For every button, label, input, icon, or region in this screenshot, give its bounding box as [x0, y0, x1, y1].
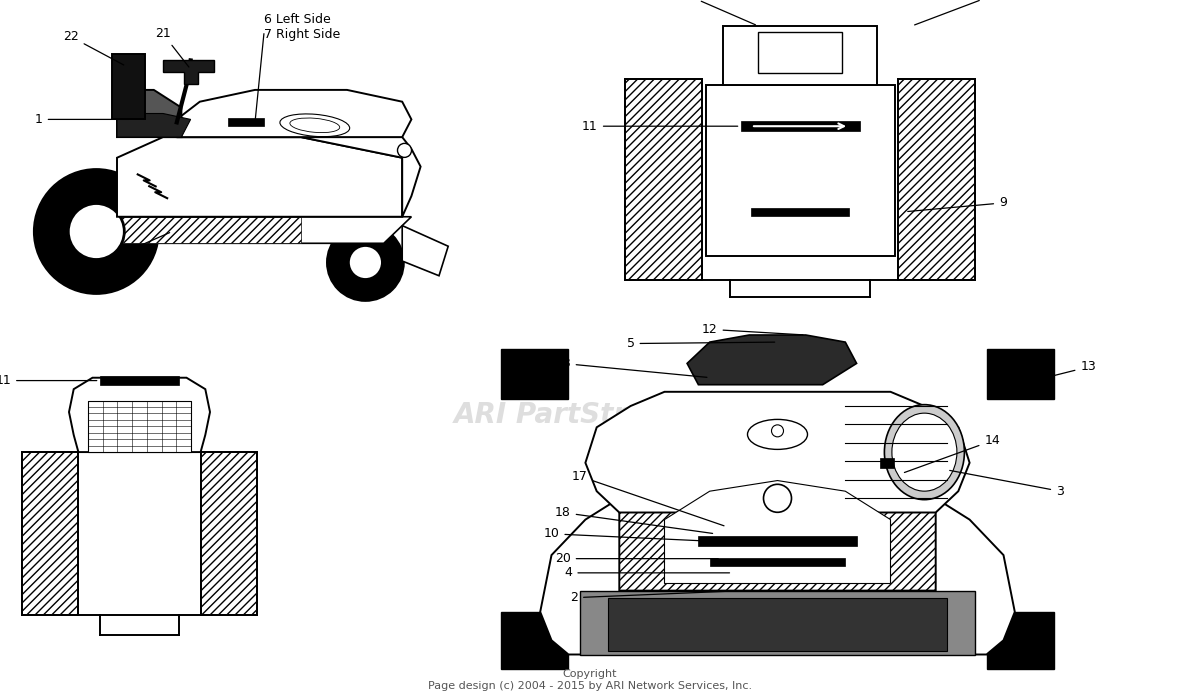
Ellipse shape — [884, 405, 964, 500]
Text: 3: 3 — [950, 470, 1064, 498]
Text: 14: 14 — [904, 434, 1001, 473]
Text: 22: 22 — [63, 30, 124, 65]
Text: Copyright: Copyright — [563, 669, 617, 679]
Polygon shape — [163, 60, 214, 84]
Bar — [99, 376, 179, 384]
Bar — [706, 85, 894, 256]
Ellipse shape — [892, 413, 957, 491]
Bar — [228, 118, 264, 126]
Polygon shape — [620, 463, 936, 591]
Polygon shape — [579, 591, 975, 654]
Bar — [880, 458, 894, 468]
Circle shape — [348, 246, 382, 279]
Text: 10: 10 — [544, 527, 701, 541]
Text: 20: 20 — [555, 552, 719, 565]
Bar — [741, 121, 859, 131]
Circle shape — [398, 144, 412, 158]
Text: Page design (c) 2004 - 2015 by ARI Network Services, Inc.: Page design (c) 2004 - 2015 by ARI Netwo… — [428, 681, 752, 691]
Bar — [723, 26, 877, 85]
Polygon shape — [112, 55, 145, 120]
Bar — [898, 79, 975, 279]
Polygon shape — [986, 349, 1055, 399]
Bar — [758, 32, 843, 73]
Text: 16: 16 — [914, 0, 1001, 25]
Polygon shape — [585, 392, 970, 512]
Text: 8: 8 — [67, 232, 170, 282]
Polygon shape — [122, 217, 301, 244]
Bar — [699, 536, 857, 546]
Text: 17: 17 — [572, 470, 725, 526]
Polygon shape — [117, 137, 402, 217]
Polygon shape — [201, 452, 257, 615]
Text: 11: 11 — [0, 374, 97, 387]
Polygon shape — [22, 452, 78, 615]
Polygon shape — [608, 598, 948, 651]
Polygon shape — [625, 79, 702, 279]
Bar — [87, 400, 191, 452]
Polygon shape — [540, 399, 1015, 654]
Text: 9: 9 — [907, 197, 1007, 211]
Circle shape — [327, 225, 404, 300]
Polygon shape — [402, 225, 448, 276]
Text: 1: 1 — [35, 113, 127, 126]
Text: 21: 21 — [155, 27, 189, 67]
Text: 11: 11 — [582, 120, 738, 133]
Polygon shape — [117, 113, 191, 137]
Polygon shape — [898, 79, 975, 279]
Text: 18: 18 — [555, 506, 713, 533]
Bar — [201, 452, 257, 615]
Text: 6 Left Side
7 Right Side: 6 Left Side 7 Right Side — [264, 13, 341, 41]
Polygon shape — [177, 137, 420, 217]
Circle shape — [763, 484, 792, 512]
Text: 15: 15 — [680, 0, 755, 25]
Text: 13: 13 — [1035, 360, 1096, 381]
Polygon shape — [500, 612, 569, 668]
Circle shape — [772, 425, 784, 437]
Text: ARI PartStream™: ARI PartStream™ — [454, 401, 722, 429]
Text: 4: 4 — [564, 566, 729, 580]
Text: 5: 5 — [627, 337, 775, 350]
Polygon shape — [986, 612, 1055, 668]
Text: 2: 2 — [570, 591, 741, 604]
Circle shape — [68, 204, 124, 260]
Text: 12: 12 — [702, 323, 802, 336]
Polygon shape — [177, 90, 412, 137]
Polygon shape — [687, 335, 857, 385]
Polygon shape — [117, 90, 182, 137]
Bar — [750, 208, 848, 216]
Polygon shape — [145, 196, 278, 217]
Polygon shape — [664, 480, 891, 584]
Bar — [709, 558, 845, 566]
Circle shape — [34, 169, 158, 293]
Bar — [625, 79, 702, 279]
Polygon shape — [68, 378, 210, 452]
Bar — [22, 452, 78, 615]
Polygon shape — [122, 217, 412, 244]
Polygon shape — [500, 349, 569, 399]
Text: 23: 23 — [555, 357, 707, 377]
